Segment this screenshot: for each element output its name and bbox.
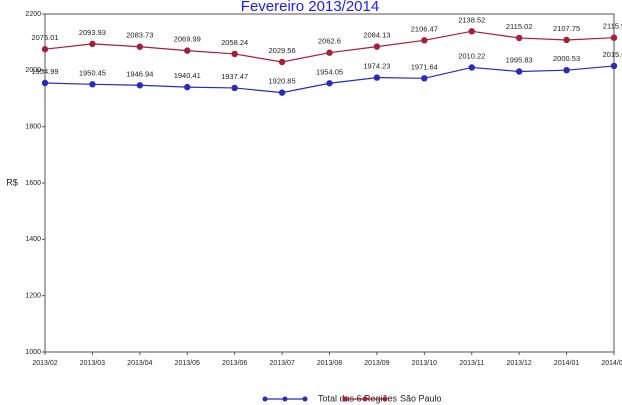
value-label: 2084.13 bbox=[363, 31, 390, 40]
y-tick-label: 1600 bbox=[25, 180, 41, 187]
point bbox=[373, 74, 381, 81]
y-tick-label: 2200 bbox=[25, 11, 41, 18]
point bbox=[41, 46, 49, 53]
value-label: 2000.53 bbox=[553, 54, 580, 63]
x-tick-label: 2013/02 bbox=[32, 360, 57, 367]
value-label: 2115.9 bbox=[603, 22, 622, 31]
value-label: 2083.73 bbox=[126, 31, 153, 40]
point bbox=[278, 89, 286, 96]
legend-marker bbox=[262, 396, 268, 402]
value-label: 1954.99 bbox=[31, 67, 58, 76]
legend-marker bbox=[382, 396, 388, 402]
y-tick-label: 1400 bbox=[25, 236, 41, 243]
point bbox=[468, 28, 475, 35]
point bbox=[421, 37, 428, 44]
x-tick-label: 2013/09 bbox=[364, 360, 389, 367]
point bbox=[515, 68, 523, 75]
value-label: 2115.02 bbox=[506, 22, 533, 31]
point bbox=[231, 84, 238, 92]
x-tick-label: 2013/07 bbox=[269, 360, 294, 367]
legend-label: Total das 6 Regiões bbox=[318, 393, 398, 403]
x-tick-label: 2013/03 bbox=[80, 360, 105, 367]
value-label: 2058.24 bbox=[221, 38, 248, 47]
point bbox=[326, 49, 333, 56]
point bbox=[610, 34, 618, 41]
point bbox=[89, 81, 96, 88]
value-label: 1920.85 bbox=[269, 77, 296, 86]
y-axis-label: R$ bbox=[6, 177, 18, 187]
point bbox=[563, 36, 570, 44]
y-tick-label: 1000 bbox=[25, 349, 41, 356]
x-tick-label: 2014/02 bbox=[601, 360, 622, 367]
x-tick-label: 2013/10 bbox=[412, 360, 437, 367]
point bbox=[610, 62, 618, 70]
value-label: 2069.99 bbox=[174, 35, 201, 44]
plot-frame bbox=[44, 13, 615, 353]
legend-marker bbox=[302, 396, 308, 402]
x-tick-label: 2013/05 bbox=[175, 360, 200, 367]
value-label: 2075.01 bbox=[31, 33, 58, 42]
point bbox=[136, 82, 144, 89]
value-label: 1971.64 bbox=[411, 62, 438, 71]
value-label: 1974.23 bbox=[363, 62, 390, 71]
point bbox=[89, 40, 96, 48]
value-label: 2029.56 bbox=[269, 46, 296, 55]
point bbox=[184, 83, 191, 91]
value-label: 2062.6 bbox=[318, 37, 341, 46]
value-label: 2107.75 bbox=[553, 24, 580, 33]
point bbox=[515, 34, 523, 42]
point bbox=[136, 43, 144, 50]
value-label: 2015.6 bbox=[603, 50, 622, 59]
value-label: 1995.83 bbox=[506, 55, 533, 64]
value-label: 1940.41 bbox=[174, 71, 201, 80]
x-tick-label: 2013/12 bbox=[507, 360, 532, 367]
legend-marker bbox=[282, 396, 288, 402]
point bbox=[421, 75, 428, 82]
y-tick-label: 1200 bbox=[25, 293, 41, 300]
x-tick-label: 2013/11 bbox=[459, 360, 484, 367]
value-label: 2093.93 bbox=[79, 28, 106, 37]
point bbox=[326, 80, 333, 87]
value-label: 2138.52 bbox=[458, 15, 485, 24]
legend-label: São Paulo bbox=[400, 393, 442, 403]
x-tick-label: 2014/01 bbox=[554, 360, 579, 367]
value-label: 1937.47 bbox=[221, 72, 248, 81]
value-label: 2010.22 bbox=[458, 51, 485, 60]
legend-marker bbox=[342, 396, 348, 402]
chart-title: Fevereiro 2013/2014 bbox=[241, 0, 379, 15]
y-tick-label: 1800 bbox=[25, 124, 41, 131]
value-label: 2106.47 bbox=[411, 24, 438, 33]
point bbox=[184, 47, 191, 54]
y-tick-label: 2000 bbox=[25, 67, 41, 74]
legend-marker bbox=[362, 396, 368, 402]
point bbox=[373, 43, 381, 50]
value-label: 1950.45 bbox=[79, 68, 106, 77]
point bbox=[231, 50, 238, 58]
point bbox=[563, 66, 570, 74]
x-tick-label: 2013/04 bbox=[127, 360, 152, 367]
point bbox=[41, 79, 49, 87]
point bbox=[468, 64, 475, 71]
value-label: 1954.05 bbox=[316, 67, 343, 76]
x-tick-label: 2013/08 bbox=[317, 360, 342, 367]
value-label: 1946.94 bbox=[126, 69, 153, 78]
x-tick-label: 2013/06 bbox=[222, 360, 247, 367]
point bbox=[278, 58, 286, 66]
